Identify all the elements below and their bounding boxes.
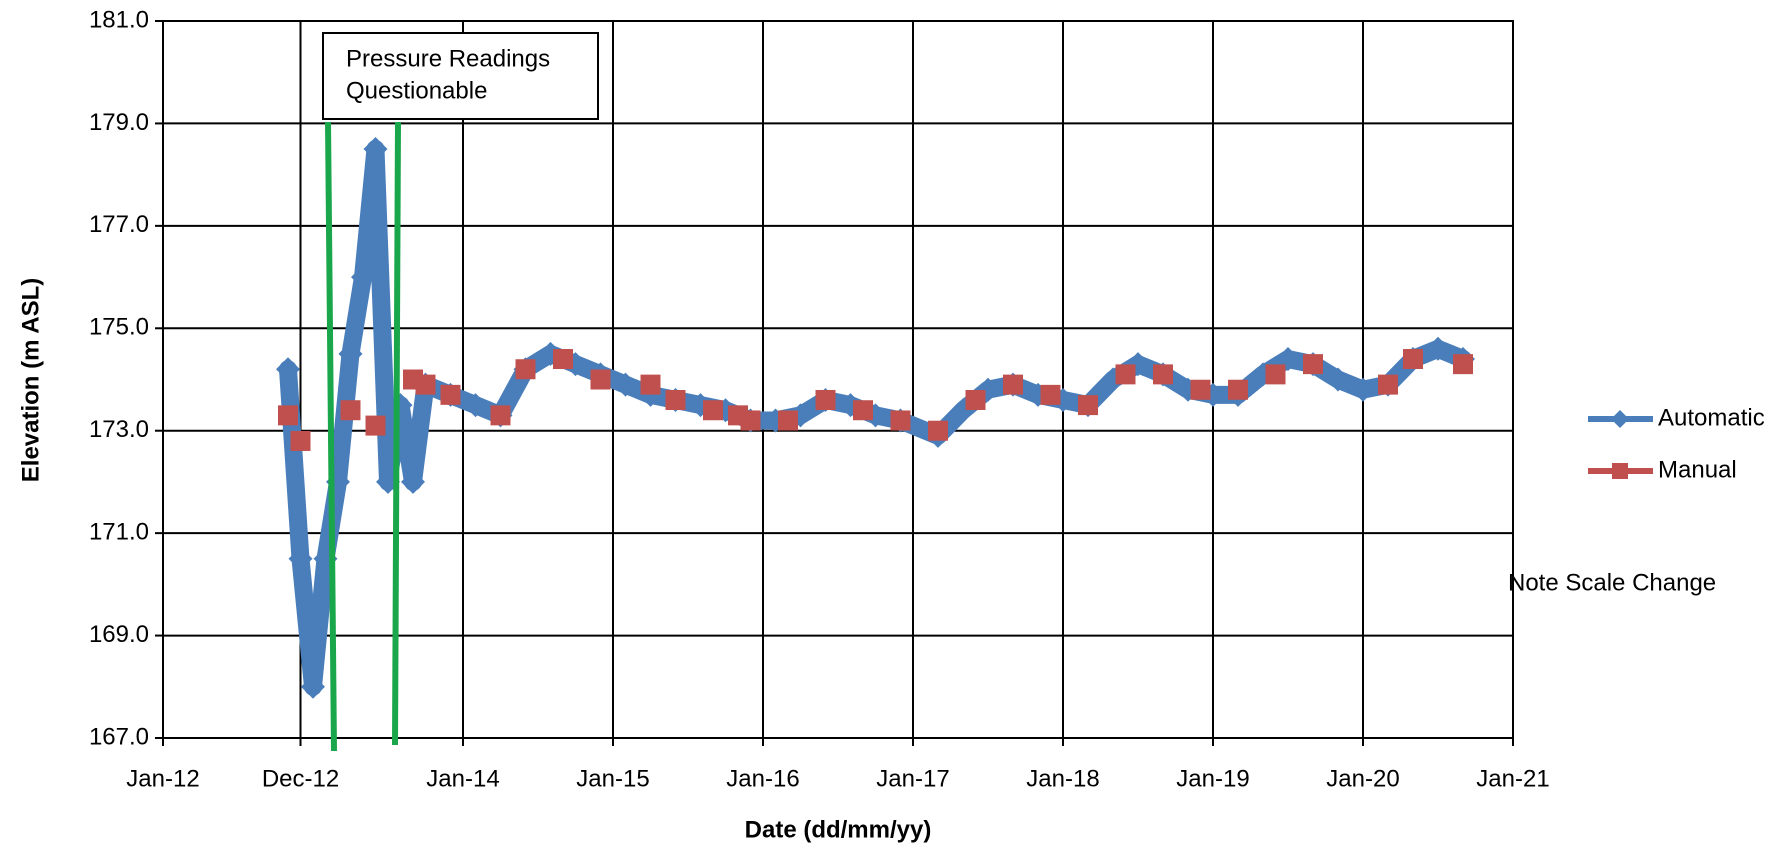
square-marker: [640, 374, 661, 395]
diamond-marker: [1351, 377, 1375, 402]
square-marker: [1612, 463, 1628, 479]
x-tick-label: Jan-21: [1476, 765, 1549, 792]
diamond-marker: [363, 137, 388, 162]
square-marker: [1403, 349, 1423, 370]
square-marker: [890, 410, 911, 431]
diamond-marker: [301, 674, 325, 699]
square-marker: [1228, 379, 1248, 400]
square-marker: [278, 405, 298, 426]
x-tick-label: Jan-12: [126, 765, 199, 792]
y-tick-label: 177.0: [89, 211, 149, 238]
y-tick-label: 167.0: [89, 723, 149, 750]
x-tick-label: Jan-20: [1326, 765, 1399, 792]
square-marker: [340, 400, 361, 421]
diamond-marker: [1326, 367, 1350, 392]
diamond-marker: [613, 372, 638, 397]
x-tick-label: Dec-12: [262, 765, 339, 792]
square-marker: [1265, 364, 1286, 385]
square-marker: [1303, 354, 1323, 375]
y-tick-label: 181.0: [89, 6, 149, 33]
diamond-marker: [351, 265, 375, 290]
diamond-marker: [276, 357, 300, 382]
plot-border: [162, 20, 1514, 739]
square-marker: [928, 420, 948, 441]
annotation-text: Pressure Readings: [346, 45, 550, 72]
diamond-marker: [401, 469, 425, 494]
x-tick-label: Jan-15: [576, 765, 649, 792]
x-axis-title: Date (dd/mm/yy): [745, 816, 932, 843]
square-marker: [553, 349, 573, 370]
square-marker: [365, 415, 386, 436]
y-tick-label: 175.0: [89, 314, 149, 341]
square-marker: [1078, 395, 1098, 416]
square-marker: [490, 405, 511, 426]
square-marker: [1453, 354, 1473, 375]
annotation-text: Note Scale Change: [1508, 569, 1716, 596]
annotation-text: Questionable: [346, 77, 487, 104]
x-tick-label: Jan-17: [876, 765, 949, 792]
x-tick-label: Jan-19: [1176, 765, 1249, 792]
y-tick-label: 171.0: [89, 518, 149, 545]
y-axis-title: Elevation (m ASL): [17, 278, 44, 482]
y-tick-label: 179.0: [89, 109, 149, 136]
legend-label: Manual: [1658, 456, 1737, 483]
square-marker: [815, 389, 836, 410]
annotation-box: [322, 32, 599, 120]
y-tick-label: 173.0: [89, 416, 149, 443]
square-marker: [1040, 384, 1061, 405]
square-marker: [1190, 379, 1211, 400]
y-tick-label: 169.0: [89, 621, 149, 648]
square-marker: [515, 359, 536, 380]
square-marker: [965, 389, 986, 410]
square-marker: [1153, 364, 1173, 385]
annotation-line: [325, 121, 337, 752]
square-marker: [703, 400, 723, 421]
square-marker: [740, 410, 761, 431]
x-tick-label: Jan-18: [1026, 765, 1099, 792]
square-marker: [1115, 364, 1136, 385]
square-marker: [1003, 374, 1023, 395]
square-marker: [415, 374, 436, 395]
diamond-marker: [288, 546, 313, 571]
diamond-marker: [1611, 410, 1629, 428]
diamond-marker: [1426, 336, 1450, 361]
x-tick-label: Jan-14: [426, 765, 499, 792]
square-marker: [665, 389, 686, 410]
square-marker: [1378, 374, 1398, 395]
legend-label: Automatic: [1658, 404, 1765, 431]
square-marker: [590, 369, 611, 390]
square-marker: [290, 430, 311, 451]
diamond-marker: [463, 393, 488, 418]
annotation-line: [392, 121, 401, 746]
diamond-marker: [338, 341, 363, 366]
square-marker: [778, 410, 798, 431]
square-marker: [440, 384, 461, 405]
x-tick-label: Jan-16: [726, 765, 799, 792]
square-marker: [853, 400, 873, 421]
